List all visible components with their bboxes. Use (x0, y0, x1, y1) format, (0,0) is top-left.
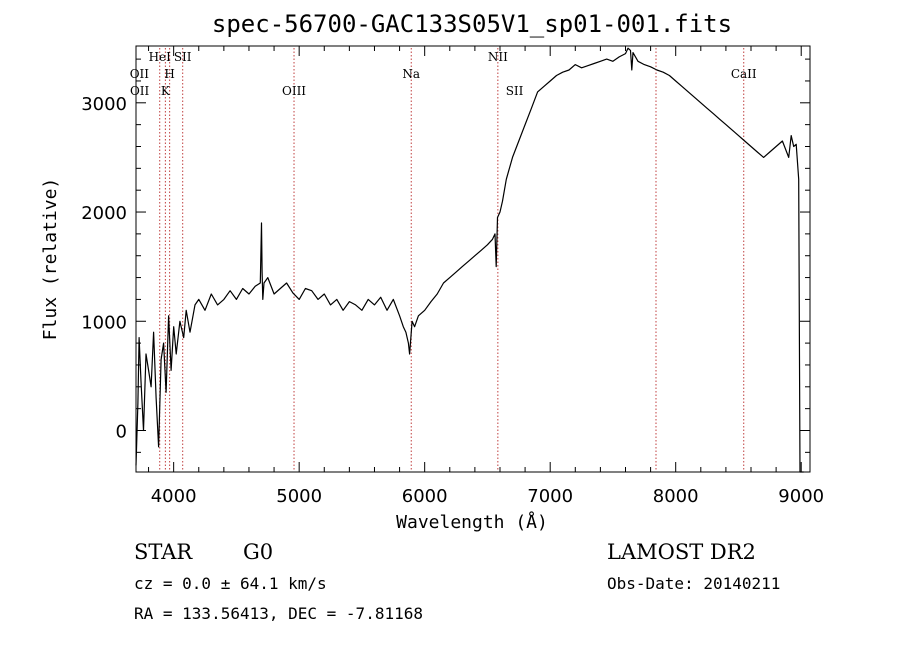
x-tick-label: 6000 (402, 486, 448, 507)
spectral-line-label: OII (130, 67, 150, 81)
x-tick-label: 9000 (778, 486, 824, 507)
obs-date: Obs-Date: 20140211 (607, 574, 780, 593)
spectral-line-label: SII (174, 50, 192, 64)
y-tick-label: 2000 (81, 203, 127, 224)
y-axis-title: Flux (relative) (40, 178, 61, 341)
x-tick-label: 7000 (527, 486, 573, 507)
y-tick-label: 0 (116, 421, 127, 442)
object-class: STAR (134, 540, 193, 564)
subclass: G0 (243, 540, 273, 564)
spectral-line-label: CaII (731, 67, 757, 81)
spectral-line-markers (159, 48, 745, 472)
x-axis-ticks: 4000 5000 6000 7000 8000 9000 (148, 46, 824, 507)
coordinates: RA = 133.56413, DEC = -7.81168 (134, 604, 423, 623)
spectrum-line (135, 47, 804, 473)
y-tick-label: 3000 (81, 94, 127, 115)
spectral-line-label: NII (488, 50, 508, 64)
redshift-line: cz = 0.0 ± 64.1 km/s (134, 574, 327, 593)
x-axis-title: Wavelength (Å) (396, 511, 548, 533)
spectral-line-label: Na (402, 67, 420, 81)
spectral-line-label: SII (506, 84, 524, 98)
spectral-line-labels: OII OII HeI HK SII OIII Na NII SII CaII (130, 50, 757, 98)
spectral-line-label: OIII (282, 84, 306, 98)
spectral-line-label: OII (130, 84, 150, 98)
x-tick-label: 8000 (653, 486, 699, 507)
survey-name: LAMOST DR2 (607, 540, 756, 564)
spectral-line-label: HeI (149, 50, 172, 64)
x-tick-label: 5000 (276, 486, 322, 507)
spectral-line-label: H (164, 67, 174, 81)
y-axis-ticks: 0 1000 2000 3000 (81, 58, 810, 453)
chart-title: spec-56700-GAC133S05V1_sp01-001.fits (212, 10, 732, 38)
y-tick-label: 1000 (81, 312, 127, 333)
spectral-line-label: K (161, 84, 171, 98)
plot-frame (135, 45, 811, 473)
x-tick-label: 4000 (151, 486, 197, 507)
